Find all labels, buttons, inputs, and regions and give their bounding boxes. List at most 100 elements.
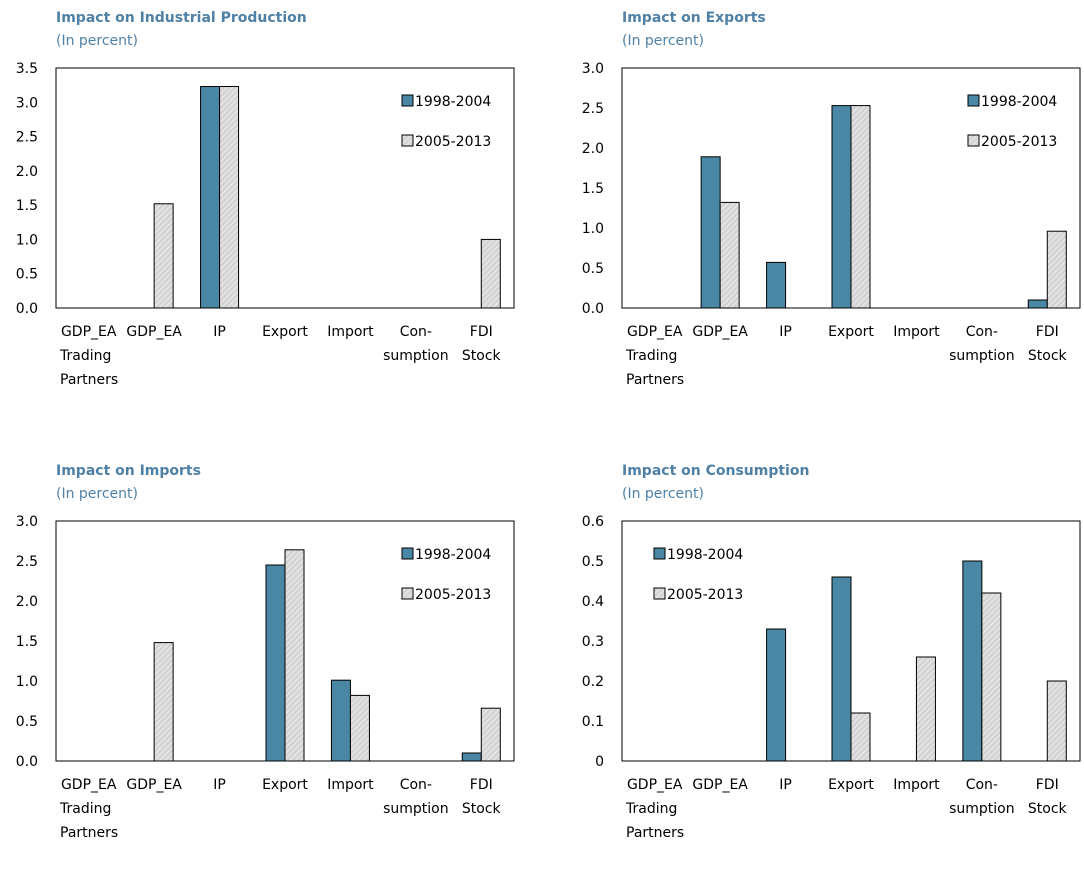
chart-plot: 0.0 0.5 1.0 1.5 2.0 2.5 3.0 3.5 GDP_EA Trading Par… bbox=[16, 61, 515, 388]
legend-label: 1998-2004 bbox=[415, 94, 491, 110]
legend-label: 1998-2004 bbox=[981, 94, 1057, 110]
legend-swatch-series2 bbox=[653, 587, 666, 600]
bar-series2 bbox=[1046, 680, 1067, 762]
chart-title: Impact on Consumption bbox=[622, 463, 810, 479]
bar-series2 bbox=[219, 86, 240, 309]
x-tick-label: Con-sumption bbox=[383, 324, 449, 364]
legend-swatch-series2 bbox=[967, 134, 980, 147]
legend-swatch-series2 bbox=[401, 587, 414, 600]
x-tick-label: Import bbox=[893, 777, 940, 793]
x-tick-label: IP bbox=[213, 324, 226, 340]
chart-subtitle: (In percent) bbox=[622, 33, 704, 49]
x-tick-label: GDP_EA bbox=[692, 324, 748, 340]
bar-series1 bbox=[831, 105, 852, 309]
x-tick-label: FDI Stock bbox=[462, 777, 502, 817]
bar-series2 bbox=[349, 694, 370, 762]
bar-series1 bbox=[766, 628, 787, 762]
x-tick-label: Import bbox=[893, 324, 940, 340]
plot-border bbox=[55, 67, 515, 309]
bar-series1 bbox=[700, 156, 721, 309]
chart-subtitle: (In percent) bbox=[622, 486, 704, 502]
x-tick-label: FDI Stock bbox=[1028, 324, 1068, 364]
x-tick-label: Export bbox=[828, 324, 874, 340]
y-tick-label: 0 bbox=[595, 754, 604, 770]
x-tick-label: Con-sumption bbox=[949, 324, 1015, 364]
chart-title: Impact on Imports bbox=[56, 463, 201, 479]
bar-series2 bbox=[153, 642, 174, 762]
y-tick-label: 0.6 bbox=[582, 514, 604, 530]
legend-label: 1998-2004 bbox=[667, 547, 743, 563]
x-tick-label: GDP_EA Trading Partners bbox=[625, 324, 684, 388]
y-tick-label: 2.0 bbox=[16, 164, 38, 180]
x-tick-label: FDI Stock bbox=[462, 324, 502, 364]
x-tick-label: GDP_EA Trading Partners bbox=[59, 324, 118, 388]
bar-series2 bbox=[284, 549, 305, 762]
chart-imports: Impact on Imports (In percent) 0.0 0.5 1.0… bbox=[4, 463, 544, 883]
x-tick-label: GDP_EA Trading Partners bbox=[625, 777, 684, 841]
x-tick-label: Import bbox=[327, 777, 374, 793]
bar-series2 bbox=[480, 238, 501, 309]
bar-series1 bbox=[265, 564, 286, 762]
y-tick-label: 3.5 bbox=[16, 61, 38, 77]
x-tick-label: FDI Stock bbox=[1028, 777, 1068, 817]
y-tick-label: 2.5 bbox=[582, 101, 604, 117]
x-tick-label: IP bbox=[213, 777, 226, 793]
bar-series2 bbox=[850, 105, 871, 309]
chart-plot: 0 0.1 0.2 0.3 0.4 0.5 0.6 GDP_EA Trading Partners… bbox=[582, 514, 1081, 841]
x-tick-label: GDP_EA bbox=[126, 777, 182, 793]
legend-swatch-series2 bbox=[401, 134, 414, 147]
y-tick-label: 1.5 bbox=[16, 634, 38, 650]
x-tick-label: Import bbox=[327, 324, 374, 340]
chart-plot: 0.0 0.5 1.0 1.5 2.0 2.5 3.0 GDP_EA Trading Partne… bbox=[582, 61, 1081, 388]
legend-label: 2005-2013 bbox=[981, 134, 1057, 150]
bar-series1 bbox=[831, 576, 852, 762]
x-tick-label: Con-sumption bbox=[383, 777, 449, 817]
x-tick-label: IP bbox=[779, 777, 792, 793]
chart-consumption: Impact on Consumption (In percent) 0 0.1 0… bbox=[570, 463, 1084, 883]
x-tick-label: IP bbox=[779, 324, 792, 340]
y-tick-label: 0.0 bbox=[582, 301, 604, 317]
legend-label: 2005-2013 bbox=[667, 587, 743, 603]
bar-series2 bbox=[719, 201, 740, 309]
bar-series2 bbox=[915, 656, 936, 762]
bar-series2 bbox=[1046, 230, 1067, 309]
y-tick-label: 3.0 bbox=[582, 61, 604, 77]
chart-title: Impact on Exports bbox=[622, 10, 766, 26]
y-tick-label: 2.0 bbox=[582, 141, 604, 157]
y-tick-label: 1.5 bbox=[16, 198, 38, 214]
bar-series1 bbox=[766, 261, 787, 309]
bar-series1 bbox=[461, 752, 482, 762]
y-tick-label: 1.0 bbox=[16, 674, 38, 690]
y-tick-label: 1.5 bbox=[582, 181, 604, 197]
legend-label: 2005-2013 bbox=[415, 134, 491, 150]
bar-series1 bbox=[200, 86, 221, 309]
chart-subtitle: (In percent) bbox=[56, 33, 138, 49]
y-tick-label: 2.5 bbox=[16, 554, 38, 570]
y-tick-label: 0.5 bbox=[582, 554, 604, 570]
bar-series1 bbox=[1027, 299, 1048, 309]
chart-industrial-production: Impact on Industrial Production (In perc… bbox=[4, 10, 544, 430]
legend-swatch-series1 bbox=[401, 94, 414, 107]
y-tick-label: 0.0 bbox=[16, 754, 38, 770]
chart-subtitle: (In percent) bbox=[56, 486, 138, 502]
y-tick-label: 1.0 bbox=[16, 232, 38, 248]
y-tick-label: 0.5 bbox=[16, 267, 38, 283]
x-tick-label: Export bbox=[828, 777, 874, 793]
legend-label: 1998-2004 bbox=[415, 547, 491, 563]
y-tick-label: 0.0 bbox=[16, 301, 38, 317]
y-tick-label: 0.1 bbox=[582, 714, 604, 730]
y-tick-label: 0.3 bbox=[582, 634, 604, 650]
x-tick-label: GDP_EA bbox=[692, 777, 748, 793]
bar-series2 bbox=[480, 707, 501, 762]
bar-series1 bbox=[962, 560, 983, 762]
legend-swatch-series1 bbox=[653, 547, 666, 560]
bar-series2 bbox=[850, 712, 871, 762]
legend-swatch-series1 bbox=[401, 547, 414, 560]
y-tick-label: 2.0 bbox=[16, 594, 38, 610]
y-tick-label: 2.5 bbox=[16, 130, 38, 146]
chart-plot: 0.0 0.5 1.0 1.5 2.0 2.5 3.0 GDP_EA Trading Partne… bbox=[16, 514, 515, 841]
y-tick-label: 0.5 bbox=[16, 714, 38, 730]
x-tick-label: Con-sumption bbox=[949, 777, 1015, 817]
chart-exports: Impact on Exports (In percent) 0.0 0.5 1.0… bbox=[570, 10, 1084, 430]
x-tick-label: Export bbox=[262, 324, 308, 340]
